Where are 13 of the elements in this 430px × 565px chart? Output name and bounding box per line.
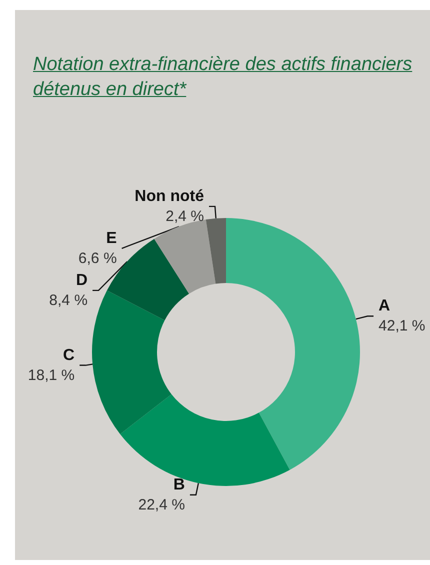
slice-label: D	[76, 272, 88, 289]
data-label: 18,1 %	[28, 366, 75, 384]
slice-label: B	[173, 476, 185, 494]
slice-label: E	[106, 230, 118, 247]
slice-label: Non noté	[134, 188, 204, 205]
slice-label: C	[63, 346, 76, 364]
data-label: 6,6 %	[78, 250, 117, 267]
slice-label: A	[378, 298, 391, 315]
data-label: 8,4 %	[49, 292, 88, 309]
chart-title: Notation extra-financière des actifs financiers détenus en direct*	[33, 53, 413, 102]
data-label: 2,4 %	[166, 208, 204, 225]
data-label: 42,1 %	[378, 318, 426, 335]
data-label: 22,4 %	[138, 496, 185, 514]
